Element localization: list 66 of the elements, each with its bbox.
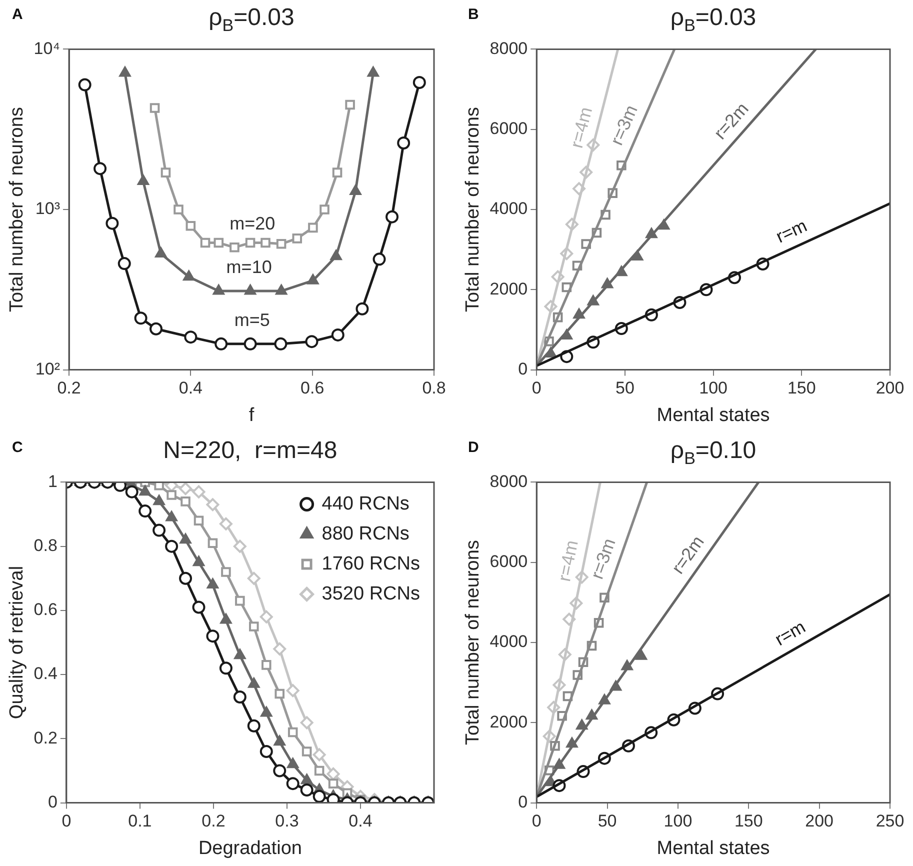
x-tick-label: 100 — [664, 812, 692, 831]
x-tick-label: 0 — [532, 378, 542, 398]
y-tick-label: 8000 — [490, 472, 528, 491]
y-axis-title: Quality of retrieval — [6, 566, 28, 720]
x-tick-label: 50 — [616, 378, 634, 398]
text: B — [468, 6, 479, 23]
chart-title: N=220, r=m=48 — [163, 437, 338, 465]
text: D — [468, 439, 479, 456]
x-tick-label: 150 — [734, 812, 763, 831]
y-tick-label: 1 — [48, 472, 58, 491]
series-label: m=5 — [234, 310, 270, 330]
legend-label: 440 RCNs — [322, 493, 410, 514]
x-tick-label: 0.8 — [422, 378, 446, 398]
x-axis-title: Mental states — [656, 838, 770, 859]
x-axis-title: f — [248, 404, 255, 426]
x-tick-label: 0.1 — [128, 812, 152, 831]
chart-title: ρ$_{B}$=0.03 — [670, 4, 756, 36]
text: r=3m — [586, 536, 620, 582]
y-tick-label: 0 — [48, 792, 58, 812]
text: r=m — [772, 616, 809, 650]
y-tick-label: 6000 — [490, 552, 528, 572]
x-tick-label: 200 — [876, 378, 904, 398]
x-tick-label: 0.4 — [348, 812, 372, 831]
text: A — [12, 6, 23, 23]
y-tick-label: 4000 — [490, 199, 528, 218]
text: r=3m — [606, 102, 642, 148]
y-tick-label: 0.8 — [34, 536, 58, 556]
text: r=m — [772, 215, 810, 247]
y-axis-title: Total number of neurons — [6, 107, 28, 312]
y-tick-label: 0.2 — [34, 728, 58, 748]
chart-title: ρ$_{B}$=0.03 — [208, 4, 294, 36]
chart-title: ρ$_{B}$=0.10 — [670, 437, 756, 469]
x-axis-title: Mental states — [656, 404, 770, 426]
text: r=4m — [566, 104, 596, 150]
x-tick-label: 50 — [598, 812, 617, 831]
y-tick-label: 10² — [35, 359, 60, 378]
x-tick-label: 0.3 — [275, 812, 299, 831]
legend-label: 3520 RCNs — [322, 583, 420, 604]
text: C — [12, 439, 23, 456]
legend-label: 1760 RCNs — [322, 553, 420, 574]
x-tick-label: 0.2 — [202, 812, 226, 831]
text: r=4m — [554, 538, 582, 584]
series-label: m=20 — [230, 213, 276, 234]
y-tick-label: 10⁴ — [34, 38, 60, 58]
y-axis-title: Total number of neurons — [462, 107, 484, 312]
y-tick-label: 10³ — [35, 199, 60, 218]
y-tick-label: 8000 — [490, 38, 528, 58]
x-tick-label: 200 — [805, 812, 834, 831]
y-tick-label: 0 — [518, 792, 528, 812]
y-tick-label: 0.6 — [34, 600, 58, 620]
x-tick-label: 0.6 — [300, 378, 324, 398]
y-axis-title: Total number of neurons — [462, 540, 484, 745]
y-tick-label: 6000 — [490, 119, 528, 138]
y-tick-label: 4000 — [490, 632, 528, 652]
y-tick-label: 2000 — [490, 279, 528, 298]
x-tick-label: 150 — [787, 378, 816, 398]
legend-label: 880 RCNs — [322, 523, 410, 544]
x-tick-label: 0.4 — [178, 378, 202, 398]
x-axis-title: Degradation — [198, 838, 302, 859]
x-tick-label: 0 — [532, 812, 542, 831]
x-tick-label: 100 — [699, 378, 728, 398]
y-tick-label: 2000 — [490, 712, 528, 732]
y-tick-label: 0.4 — [34, 664, 58, 684]
y-tick-label: 0 — [518, 359, 528, 378]
x-tick-label: 250 — [876, 812, 904, 831]
series-label: m=10 — [226, 257, 272, 278]
